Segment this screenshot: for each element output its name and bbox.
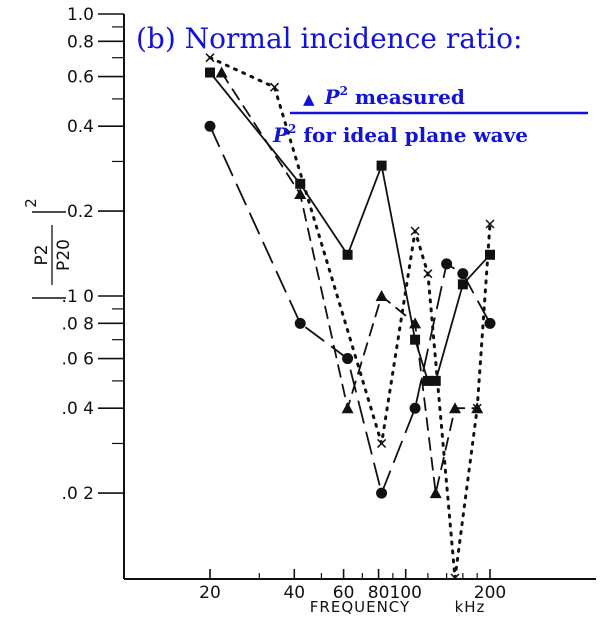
data-point-square	[342, 249, 353, 260]
y-tick-label: .0 4	[62, 399, 94, 419]
data-point-x	[410, 226, 420, 236]
data-point-circle	[376, 487, 388, 499]
x-tick-label: 20	[199, 583, 221, 603]
y-axis-label: P2 P20 2	[22, 198, 74, 299]
data-point-x	[450, 573, 460, 579]
data-point-circle	[294, 317, 306, 329]
data-point-x	[472, 403, 482, 413]
y-tick-label: 0.2	[67, 202, 94, 222]
data-point-square	[410, 334, 421, 345]
data-point-x	[485, 219, 495, 229]
series-line	[208, 56, 492, 579]
data-point-square	[457, 279, 468, 290]
data-point-triangle	[429, 487, 442, 499]
x-tick-label: 60	[333, 583, 355, 603]
data-point-square	[430, 375, 441, 386]
annotation-title: (b) Normal incidence ratio:	[136, 22, 522, 55]
y-axis-ticks: 1.0 0.8 0.6 0.4 0.2 .1 0 .0 8 .0 6 .0 4 .0 2	[62, 5, 124, 504]
x-tick-label: 100	[389, 583, 421, 603]
y-tick-label: .1 0	[62, 287, 94, 307]
x-tick-label: 200	[474, 583, 506, 603]
y-tick-label: 0.4	[67, 117, 94, 137]
data-point-circle	[342, 353, 354, 365]
annotation: (b) Normal incidence ratio: ▲ P2 measured…	[136, 22, 588, 147]
annotation-numerator-text: measured	[348, 85, 465, 109]
data-point-circle	[441, 258, 453, 270]
data-point-triangle	[341, 402, 354, 414]
x-axis-ticks: 20 40 60 80 100 200	[199, 569, 506, 603]
y-label-numerator: P2	[32, 244, 52, 265]
x-axis-unit: kHz	[455, 598, 486, 616]
data-point-triangle	[294, 187, 307, 199]
series-line	[220, 71, 479, 494]
minor-ticks	[112, 26, 478, 579]
series-square	[205, 67, 495, 386]
y-tick-label: .0 8	[62, 314, 94, 334]
data-point-circle	[409, 402, 421, 414]
data-point-triangle	[449, 402, 462, 414]
y-label-denominator: P20	[54, 239, 74, 271]
annotation-marker-symbol: ▲	[303, 90, 315, 108]
x-tick-label: 80	[368, 583, 390, 603]
data-point-x	[423, 269, 433, 279]
y-tick-label: 0.8	[67, 32, 94, 52]
annotation-denominator-var: P	[272, 123, 289, 147]
series-line	[209, 71, 491, 382]
x-tick-label: 40	[283, 583, 305, 603]
data-point-x	[269, 82, 280, 92]
annotation-numerator-var: P	[324, 85, 341, 109]
x-axis-label: FREQUENCY	[310, 598, 410, 616]
data-point-circle	[204, 120, 216, 132]
data-point-square	[485, 249, 495, 260]
data-point-square	[422, 375, 433, 386]
data-point-triangle	[409, 317, 422, 329]
y-tick-label: 0.6	[67, 68, 94, 88]
data-point-x	[377, 438, 387, 448]
data-point-square	[295, 178, 306, 189]
data-point-triangle	[215, 66, 228, 78]
data-point-circle	[457, 268, 469, 280]
data-point-square	[376, 160, 387, 171]
y-tick-label: .0 2	[62, 484, 94, 504]
data-point-x	[205, 53, 215, 63]
annotation-denominator-text: for ideal plane wave	[296, 123, 528, 147]
annotation-denominator-sup: 2	[288, 122, 296, 136]
series-line	[209, 125, 491, 497]
y-tick-label: 1.0	[67, 5, 94, 25]
series-layer	[204, 53, 496, 579]
data-point-triangle	[375, 290, 388, 301]
y-tick-label: .0 6	[62, 350, 94, 370]
data-point-circle	[484, 317, 496, 329]
y-label-exponent: 2	[22, 198, 40, 208]
annotation-denominator: P2 for ideal plane wave	[272, 122, 528, 147]
series-x	[205, 53, 495, 579]
annotation-numerator-sup: 2	[340, 84, 348, 98]
series-circle	[204, 120, 496, 499]
data-point-square	[205, 67, 215, 78]
annotation-numerator: ▲ P2 measured	[303, 84, 465, 109]
